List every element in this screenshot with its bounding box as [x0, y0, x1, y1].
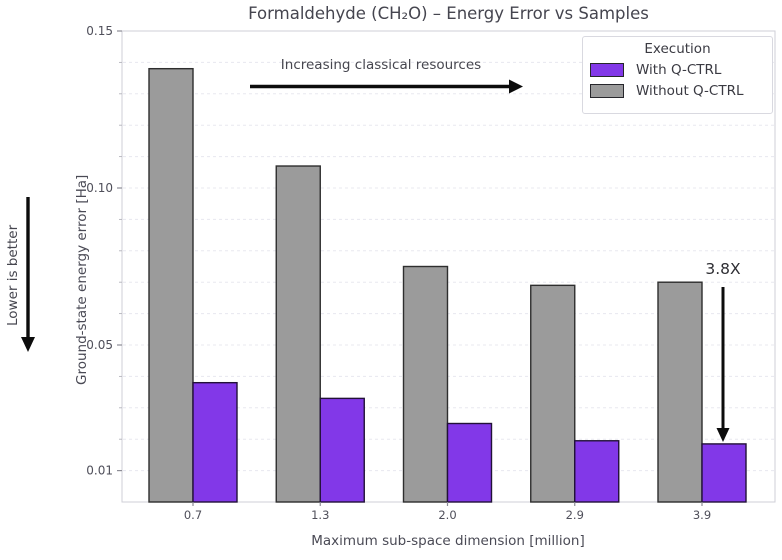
legend-item-with-qctrl: With Q-CTRL [583, 62, 772, 78]
bar-with-qctrl [319, 397, 365, 503]
legend-title: Execution [644, 41, 711, 57]
arrow-increasing-resources-head [509, 79, 523, 94]
x-tick-label: 3.9 [693, 508, 711, 522]
annotation-increasing-resources: Increasing classical resources [280, 57, 482, 73]
legend: Execution With Q-CTRL Without Q-CTRL [582, 36, 773, 114]
x-tick-label: 2.0 [438, 508, 456, 522]
y-tick-label: 0.01 [86, 464, 113, 478]
y-axis-label: Ground-state energy error [Ha] [74, 174, 90, 386]
y-axis-label-wrap: Ground-state energy error [Ha] [74, 130, 100, 430]
legend-swatch-without-qctrl [590, 84, 624, 98]
bar-with-qctrl [574, 440, 620, 503]
chart-title: Formaldehyde (CH₂O) – Energy Error vs Sa… [248, 4, 649, 23]
arrow-lower-is-better-head [21, 337, 35, 352]
legend-swatch-with-qctrl [590, 63, 624, 77]
x-tick-label: 0.7 [184, 508, 202, 522]
x-axis-label: Maximum sub-space dimension [million] [311, 533, 585, 549]
legend-item-without-qctrl: Without Q-CTRL [583, 83, 772, 99]
bar-without-qctrl [402, 265, 449, 503]
y-tick-label: 0.10 [86, 181, 113, 195]
annotation-lower-is-better: Lower is better [5, 224, 21, 327]
bar-without-qctrl [657, 281, 703, 503]
bar-with-qctrl [701, 443, 747, 503]
bar-without-qctrl [275, 165, 321, 503]
bar-with-qctrl [446, 422, 493, 503]
bar-without-qctrl [148, 67, 194, 503]
x-tick-label: 1.3 [311, 508, 329, 522]
bar-without-qctrl [530, 284, 576, 503]
legend-label-without-qctrl: Without Q-CTRL [636, 83, 744, 99]
arrow-speedup-ratio-head [716, 428, 730, 442]
y-tick-label: 0.05 [86, 338, 113, 352]
legend-label-with-qctrl: With Q-CTRL [636, 62, 722, 78]
x-tick-label: 2.9 [566, 508, 584, 522]
bar-with-qctrl [192, 381, 238, 503]
annotation-speedup-ratio: 3.8X [705, 260, 741, 278]
y-tick-label: 0.15 [86, 24, 113, 38]
annotation-lower-is-better-wrap: Lower is better [5, 203, 27, 348]
